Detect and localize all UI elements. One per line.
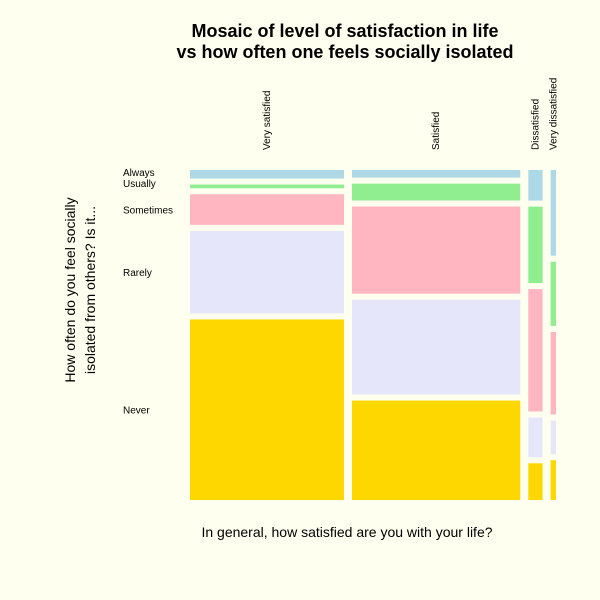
mosaic-tile-2-1 [528, 206, 543, 284]
y-axis-title-line-1: How often do you feel socially [62, 197, 78, 382]
mosaic-tile-3-0 [550, 170, 556, 256]
column-label: Satisfied [431, 112, 442, 150]
chart-title-line-1: Mosaic of level of satisfaction in life [191, 21, 498, 41]
mosaic-tile-2-3 [528, 417, 543, 458]
y-axis-title-line-2: isolated from others? Is it... [82, 206, 98, 374]
mosaic-tile-0-0 [190, 170, 344, 179]
mosaic-tile-1-3 [351, 299, 521, 395]
mosaic-tile-3-2 [550, 331, 556, 415]
mosaic-tile-2-2 [528, 289, 543, 412]
mosaic-tile-1-0 [351, 170, 521, 178]
mosaic-tile-2-0 [528, 170, 543, 201]
row-label: Always [123, 168, 155, 179]
mosaic-tile-3-4 [550, 460, 556, 500]
row-label: Sometimes [123, 206, 173, 217]
mosaic-tile-0-4 [190, 319, 344, 500]
mosaic-tile-2-4 [528, 463, 543, 500]
x-axis-title: In general, how satisfied are you with y… [201, 524, 492, 540]
row-label: Usually [123, 179, 156, 190]
column-label: Very satisfied [262, 91, 273, 150]
row-label: Rarely [123, 268, 152, 279]
mosaic-tiles [190, 170, 556, 500]
column-label: Dissatisfied [530, 99, 541, 150]
mosaic-tile-1-2 [351, 206, 521, 294]
mosaic-tile-3-1 [550, 261, 556, 326]
column-labels: Very satisfied Satisfied Dissatisfied Very … [262, 78, 559, 150]
mosaic-tile-3-3 [550, 420, 556, 455]
mosaic-tile-1-1 [351, 183, 521, 201]
mosaic-tile-1-4 [351, 400, 521, 500]
chart-title-line-2: vs how often one feels socially isolated [176, 42, 513, 62]
column-label: Very dissatisfied [548, 78, 559, 150]
row-label: Never [123, 406, 150, 417]
mosaic-tile-0-2 [190, 194, 344, 225]
mosaic-tile-0-1 [190, 184, 344, 189]
mosaic-tile-0-3 [190, 230, 344, 314]
